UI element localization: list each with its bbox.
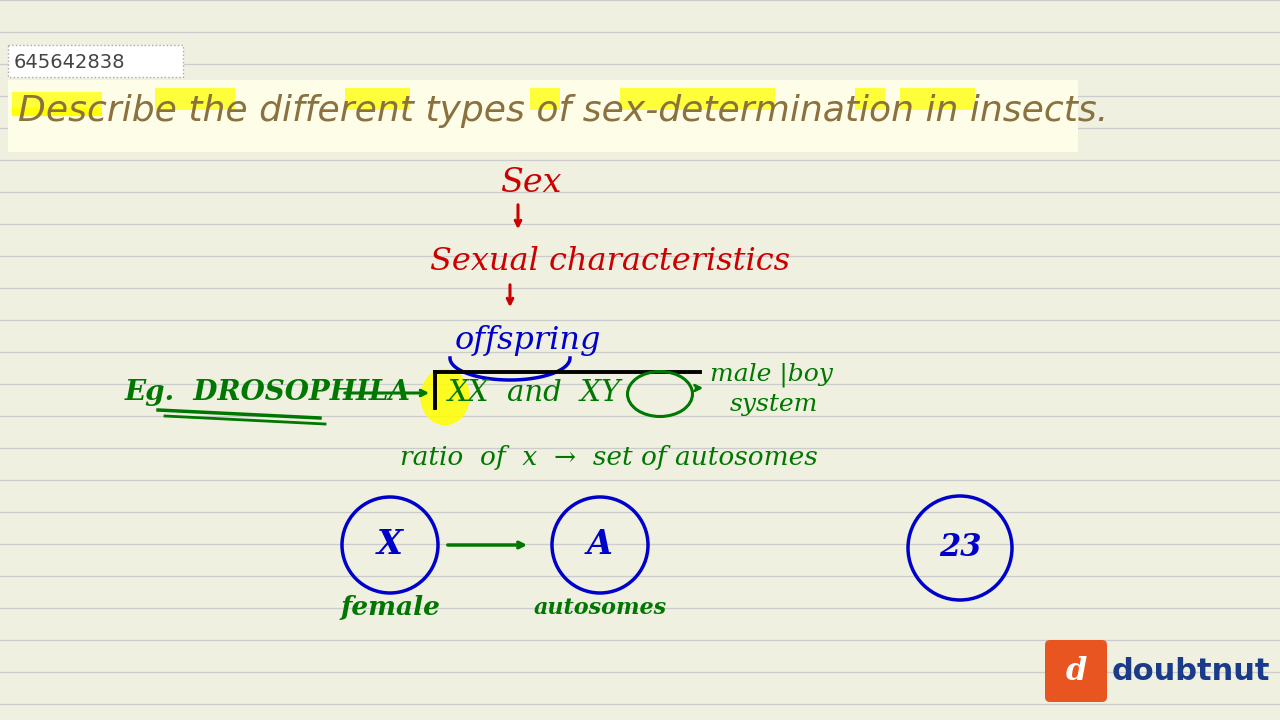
FancyBboxPatch shape — [1044, 640, 1107, 702]
Text: autosomes: autosomes — [534, 597, 667, 619]
Text: offspring: offspring — [454, 325, 602, 356]
Text: Describe the different types of sex-determination in insects.: Describe the different types of sex-dete… — [18, 94, 1108, 128]
FancyBboxPatch shape — [530, 88, 561, 110]
FancyBboxPatch shape — [855, 88, 884, 110]
Text: ratio  of  x  →  set of autosomes: ratio of x → set of autosomes — [399, 446, 818, 470]
Text: A: A — [588, 528, 613, 562]
Ellipse shape — [421, 369, 468, 425]
FancyBboxPatch shape — [8, 45, 183, 77]
Text: doubtnut: doubtnut — [1112, 657, 1271, 685]
FancyBboxPatch shape — [620, 88, 774, 110]
Text: male |boy: male |boy — [710, 363, 833, 387]
Text: X: X — [378, 528, 403, 562]
Text: female: female — [340, 595, 440, 621]
Text: 23: 23 — [938, 533, 982, 564]
Text: Sex: Sex — [500, 167, 562, 199]
FancyBboxPatch shape — [346, 88, 410, 110]
FancyBboxPatch shape — [8, 80, 1078, 152]
Text: Sexual characteristics: Sexual characteristics — [430, 246, 790, 277]
Text: system: system — [730, 394, 818, 416]
FancyBboxPatch shape — [12, 92, 102, 112]
Text: d: d — [1065, 655, 1087, 686]
Text: XX  and  XY: XX and XY — [448, 379, 621, 407]
FancyBboxPatch shape — [900, 88, 975, 110]
FancyBboxPatch shape — [155, 88, 236, 110]
Text: Eg.  DROSOPHILA: Eg. DROSOPHILA — [125, 379, 411, 407]
Text: 645642838: 645642838 — [14, 53, 125, 71]
